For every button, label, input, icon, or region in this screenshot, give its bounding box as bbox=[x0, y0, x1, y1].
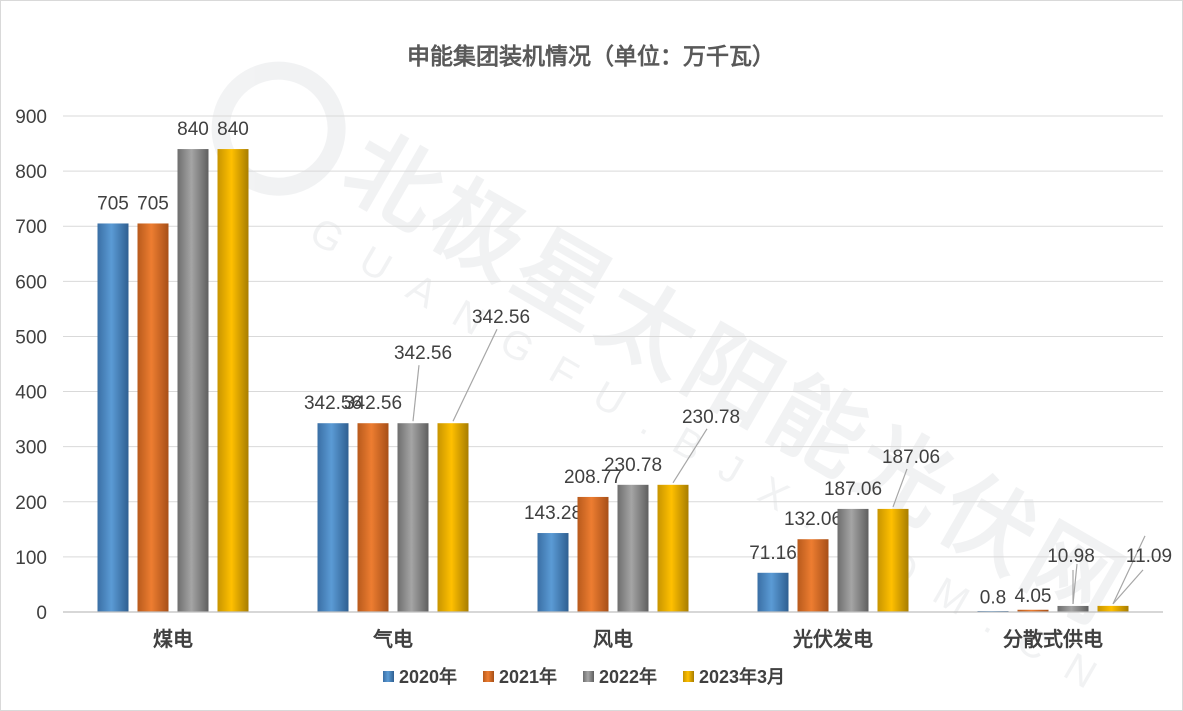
legend-swatch bbox=[683, 671, 694, 682]
y-tick-label: 800 bbox=[15, 162, 47, 183]
bar bbox=[437, 423, 469, 612]
y-tick-label: 600 bbox=[15, 272, 47, 293]
legend-label: 2023年3月 bbox=[699, 666, 785, 687]
data-label: 342.56 bbox=[394, 343, 452, 364]
legend-label: 2020年 bbox=[399, 666, 457, 687]
y-tick-label: 0 bbox=[36, 603, 47, 624]
bar bbox=[397, 423, 429, 612]
data-label: 4.05 bbox=[1015, 586, 1052, 607]
bar bbox=[657, 484, 689, 612]
legend-label: 2021年 bbox=[499, 666, 557, 687]
data-label: 342.56 bbox=[304, 393, 362, 414]
x-tick-label: 光伏发电 bbox=[792, 627, 873, 651]
leader-line bbox=[412, 365, 420, 422]
y-tick-label: 900 bbox=[15, 107, 47, 128]
y-tick-label: 100 bbox=[15, 548, 47, 569]
data-label: 705 bbox=[137, 193, 169, 214]
data-label: 705 bbox=[97, 193, 129, 214]
leader-line bbox=[892, 468, 908, 508]
data-label: 230.78 bbox=[682, 407, 740, 428]
y-tick-label: 500 bbox=[15, 327, 47, 348]
bar bbox=[757, 572, 789, 612]
legend-swatch bbox=[383, 671, 394, 682]
data-label: 0.8 bbox=[980, 588, 1006, 609]
leader-line bbox=[452, 328, 498, 422]
bar bbox=[177, 149, 209, 613]
data-label: 132.06 bbox=[784, 509, 842, 530]
leader-line bbox=[1112, 569, 1144, 605]
data-label: 11.09 bbox=[1126, 546, 1172, 567]
bar bbox=[137, 223, 169, 612]
y-tick-label: 300 bbox=[15, 438, 47, 459]
bar bbox=[357, 423, 389, 612]
y-tick-label: 400 bbox=[15, 383, 47, 404]
bar bbox=[1017, 609, 1049, 612]
x-tick-label: 气电 bbox=[372, 627, 413, 651]
bar bbox=[1097, 605, 1129, 612]
bar bbox=[797, 539, 829, 612]
bar bbox=[97, 223, 129, 612]
bar bbox=[837, 508, 869, 612]
y-tick-label: 200 bbox=[15, 493, 47, 514]
bar bbox=[877, 508, 909, 612]
data-label: 10.98 bbox=[1047, 546, 1095, 567]
chart-title: 申能集团装机情况（单位：万千瓦） bbox=[407, 43, 775, 69]
legend-swatch bbox=[583, 671, 594, 682]
x-tick-label: 煤电 bbox=[153, 628, 193, 651]
data-label: 187.06 bbox=[824, 479, 882, 500]
bar bbox=[577, 496, 609, 612]
bar bbox=[217, 149, 249, 613]
y-axis: 0 100 200 300 400 500 600 700 800 900 bbox=[15, 107, 47, 624]
data-label: 187.06 bbox=[882, 447, 940, 468]
bar bbox=[317, 423, 349, 612]
legend-label: 2022年 bbox=[599, 666, 657, 687]
legend: 2020年 2021年 2022年 2023年3月 bbox=[383, 666, 785, 687]
leader-line bbox=[672, 428, 708, 484]
data-label: 342.56 bbox=[472, 307, 530, 328]
bar bbox=[617, 484, 649, 612]
x-tick-label: 风电 bbox=[593, 628, 633, 651]
legend-swatch bbox=[483, 671, 494, 682]
watermark-logo-icon bbox=[211, 61, 346, 196]
leader-line bbox=[1112, 535, 1146, 605]
bar bbox=[1057, 605, 1089, 612]
data-label: 71.16 bbox=[749, 543, 797, 564]
data-label: 840 bbox=[217, 119, 249, 140]
data-label: 143.28 bbox=[524, 503, 582, 524]
data-label: 840 bbox=[177, 119, 209, 140]
y-tick-label: 700 bbox=[15, 217, 47, 238]
leader-line bbox=[1072, 563, 1078, 605]
x-tick-label: 分散式供电 bbox=[1003, 627, 1103, 651]
data-label: 208.77 bbox=[564, 467, 622, 488]
data-label: 230.78 bbox=[604, 455, 662, 476]
bar bbox=[537, 533, 569, 612]
data-label: 342.56 bbox=[344, 393, 402, 414]
x-axis: 煤电 气电 风电 光伏发电 分散式供电 bbox=[63, 611, 1163, 651]
